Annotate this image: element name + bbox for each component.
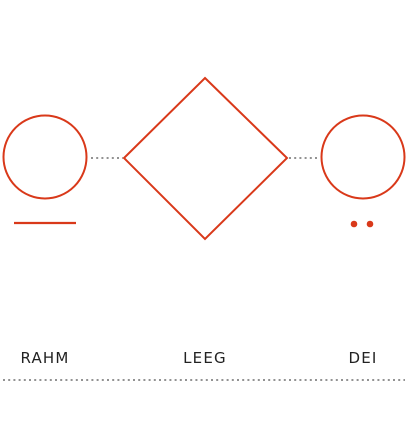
node-label-center: LEEG xyxy=(183,349,227,367)
right-circle-node xyxy=(320,114,406,200)
left-circle-node xyxy=(2,114,88,200)
node-label-left: RAHM xyxy=(20,349,70,367)
right-dot-marker-2 xyxy=(366,220,374,228)
center-diamond-node xyxy=(122,76,289,241)
node-label-right: DEI xyxy=(348,349,378,367)
right-dot-marker-1 xyxy=(350,220,358,228)
